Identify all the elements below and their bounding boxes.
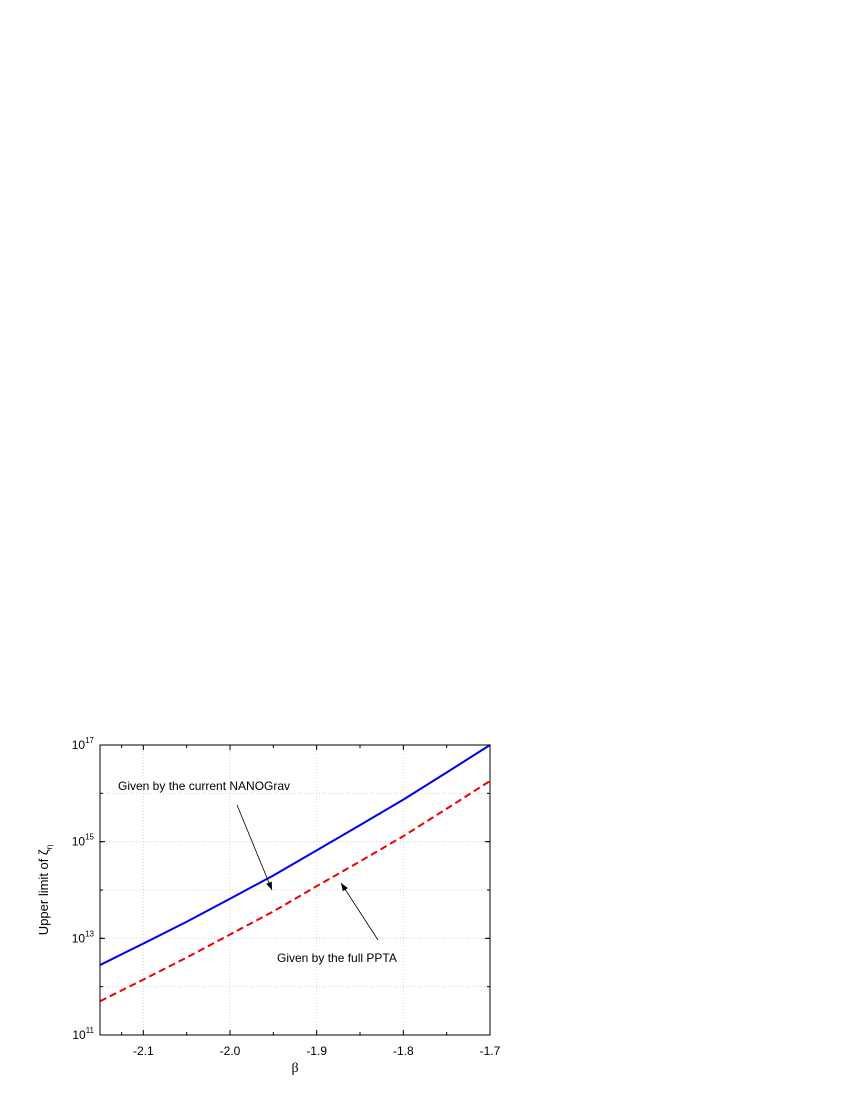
x-tick-label: -2.1	[133, 1044, 154, 1058]
x-tick-label: -2.0	[220, 1044, 241, 1058]
annotation: Given by the current NANOGrav	[118, 779, 290, 793]
y-axis-label-sub: η	[45, 845, 54, 849]
annotation: Given by the full PPTA	[277, 951, 397, 965]
y-tick-base: 10	[72, 738, 86, 752]
y-tick-label: 1011	[72, 1026, 94, 1042]
annotation-arrow	[340, 882, 379, 941]
series-line	[99, 744, 491, 966]
y-tick-base: 10	[72, 931, 86, 945]
y-tick-label: 1013	[72, 929, 95, 945]
y-tick-exp: 15	[85, 833, 94, 842]
y-tick-exp: 13	[85, 929, 94, 938]
y-tick-exp: 17	[85, 736, 94, 745]
y-tick-exp: 11	[86, 1026, 95, 1035]
x-axis-label: β	[291, 1061, 298, 1076]
series-line	[99, 780, 491, 1003]
y-tick-base: 10	[72, 835, 86, 849]
x-tick-label: -1.7	[480, 1044, 501, 1058]
y-tick-label: 1017	[72, 736, 95, 752]
x-tick-label: -1.8	[393, 1044, 414, 1058]
annotation-arrow	[236, 804, 273, 891]
x-tick-label: -1.9	[306, 1044, 327, 1058]
y-tick-base: 10	[72, 1028, 86, 1042]
y-axis-label-main: Upper limit of ζ	[36, 849, 51, 935]
y-axis-label: Upper limit of ζη	[36, 845, 54, 935]
y-tick-label: 1015	[72, 833, 95, 849]
